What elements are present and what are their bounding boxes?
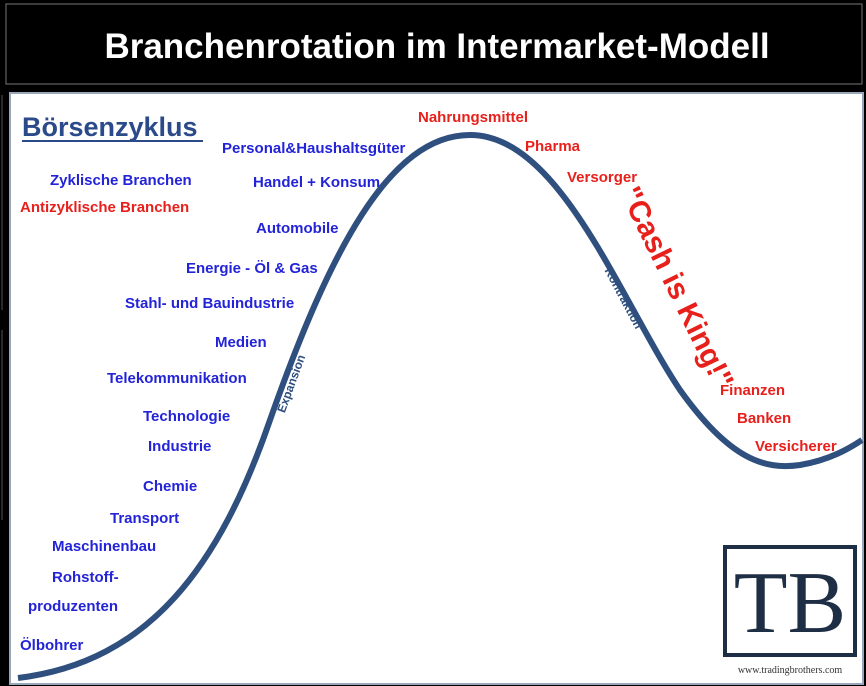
sector-label: Telekommunikation xyxy=(107,370,247,387)
sector-label: Maschinenbau xyxy=(52,538,156,555)
header-title: Branchenrotation im Intermarket-Modell xyxy=(104,27,769,66)
sector-label: Rohstoff- xyxy=(52,569,119,586)
diagram-heading: Börsenzyklus xyxy=(22,112,198,142)
sector-label: Transport xyxy=(110,510,179,527)
sector-label: Technologie xyxy=(143,408,230,425)
sector-label: Versicherer xyxy=(755,438,837,455)
sector-label: Energie - Öl & Gas xyxy=(186,260,318,277)
sector-label: Ölbohrer xyxy=(20,637,84,654)
legend-entry: Zyklische Branchen xyxy=(50,172,192,189)
sector-label: Stahl- und Bauindustrie xyxy=(125,295,294,312)
diagram-panel xyxy=(9,92,864,685)
sector-label: Personal&Haushaltsgüter xyxy=(222,140,406,157)
logo-box xyxy=(723,545,857,657)
sector-label: Chemie xyxy=(143,478,197,495)
cycle-curve xyxy=(17,131,864,681)
sector-label: Versorger xyxy=(567,169,637,186)
header-bar xyxy=(5,3,863,85)
sector-label: Finanzen xyxy=(720,382,785,399)
sector-label: Medien xyxy=(215,334,267,351)
logo-text: TB xyxy=(734,555,846,652)
sector-label: Pharma xyxy=(525,138,581,155)
sector-label: Industrie xyxy=(148,438,211,455)
sector-label: Banken xyxy=(737,410,791,427)
sector-label: produzenten xyxy=(28,598,118,615)
logo-url: www.tradingbrothers.com xyxy=(738,665,843,676)
sector-label: Automobile xyxy=(256,220,339,237)
sector-label: Handel + Konsum xyxy=(253,174,380,191)
sector-label: Nahrungsmittel xyxy=(418,109,528,126)
legend-entry: Antizyklische Branchen xyxy=(20,199,189,216)
